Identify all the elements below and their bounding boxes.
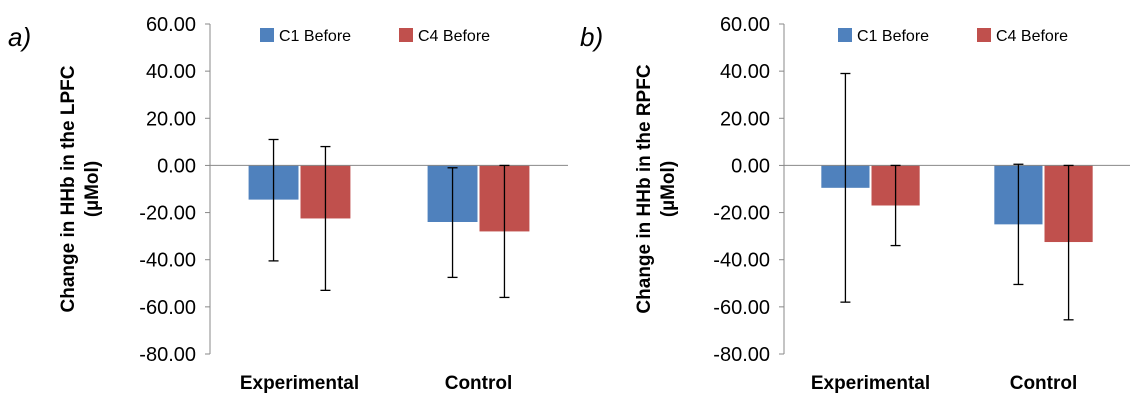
legend-entry: C1 Before [260, 28, 351, 45]
legend-swatch [838, 28, 852, 42]
y-tick-label: -60.00 [139, 297, 196, 319]
panel-label: a) [8, 22, 31, 52]
error-bar [447, 167, 458, 279]
y-axis-label: (µMol) [82, 161, 103, 217]
error-bar [1063, 164, 1074, 321]
y-tick-label: -60.00 [713, 297, 770, 319]
legend-label: C4 Before [418, 28, 490, 45]
y-tick-label: -20.00 [713, 203, 770, 225]
y-axis-label: (µMol) [658, 161, 679, 217]
legend-entry: C4 Before [399, 28, 490, 45]
y-tick-label: -20.00 [139, 203, 196, 225]
y-axis-label: Change in HHb in the LPFC [58, 65, 79, 312]
y-tick-label: -80.00 [139, 344, 196, 366]
y-axis-label: Change in HHb in the RPFC [634, 64, 655, 313]
x-category-label: Experimental [240, 373, 359, 394]
legend-label: C1 Before [857, 28, 929, 45]
error-bar [1013, 163, 1024, 286]
legend-label: C4 Before [996, 28, 1068, 45]
y-tick-label: -80.00 [713, 344, 770, 366]
legend-swatch [260, 28, 274, 42]
chart-panel-a: a) Change in HHb in the LPFC (µMol) 60.00 40… [8, 14, 568, 394]
y-tick-label: 60.00 [146, 14, 196, 36]
y-tick-label: -40.00 [139, 250, 196, 272]
y-tick-label: 60.00 [720, 14, 770, 36]
error-bar [890, 164, 901, 247]
y-tick-label: 0.00 [731, 155, 770, 177]
chart-panel-b: b) Change in HHb in the RPFC (µMol) 60.00 40… [580, 14, 1130, 394]
legend-entry: C4 Before [977, 28, 1068, 45]
legend-swatch [399, 28, 413, 42]
y-tick-label: 40.00 [146, 61, 196, 83]
error-bar [499, 164, 510, 299]
legend-label: C1 Before [279, 28, 351, 45]
error-bar [268, 138, 279, 262]
legend-swatch [977, 28, 991, 42]
y-tick-label: -40.00 [713, 250, 770, 272]
x-category-label: Experimental [811, 373, 930, 394]
legend-entry: C1 Before [838, 28, 929, 45]
error-bar [840, 72, 851, 303]
x-category-label: Control [1010, 373, 1078, 394]
error-bar [320, 145, 331, 292]
y-tick-label: 40.00 [720, 61, 770, 83]
x-category-label: Control [445, 373, 513, 394]
panel-label: b) [580, 22, 603, 52]
y-tick-label: 20.00 [146, 108, 196, 130]
y-tick-label: 0.00 [157, 155, 196, 177]
y-tick-label: 20.00 [720, 108, 770, 130]
